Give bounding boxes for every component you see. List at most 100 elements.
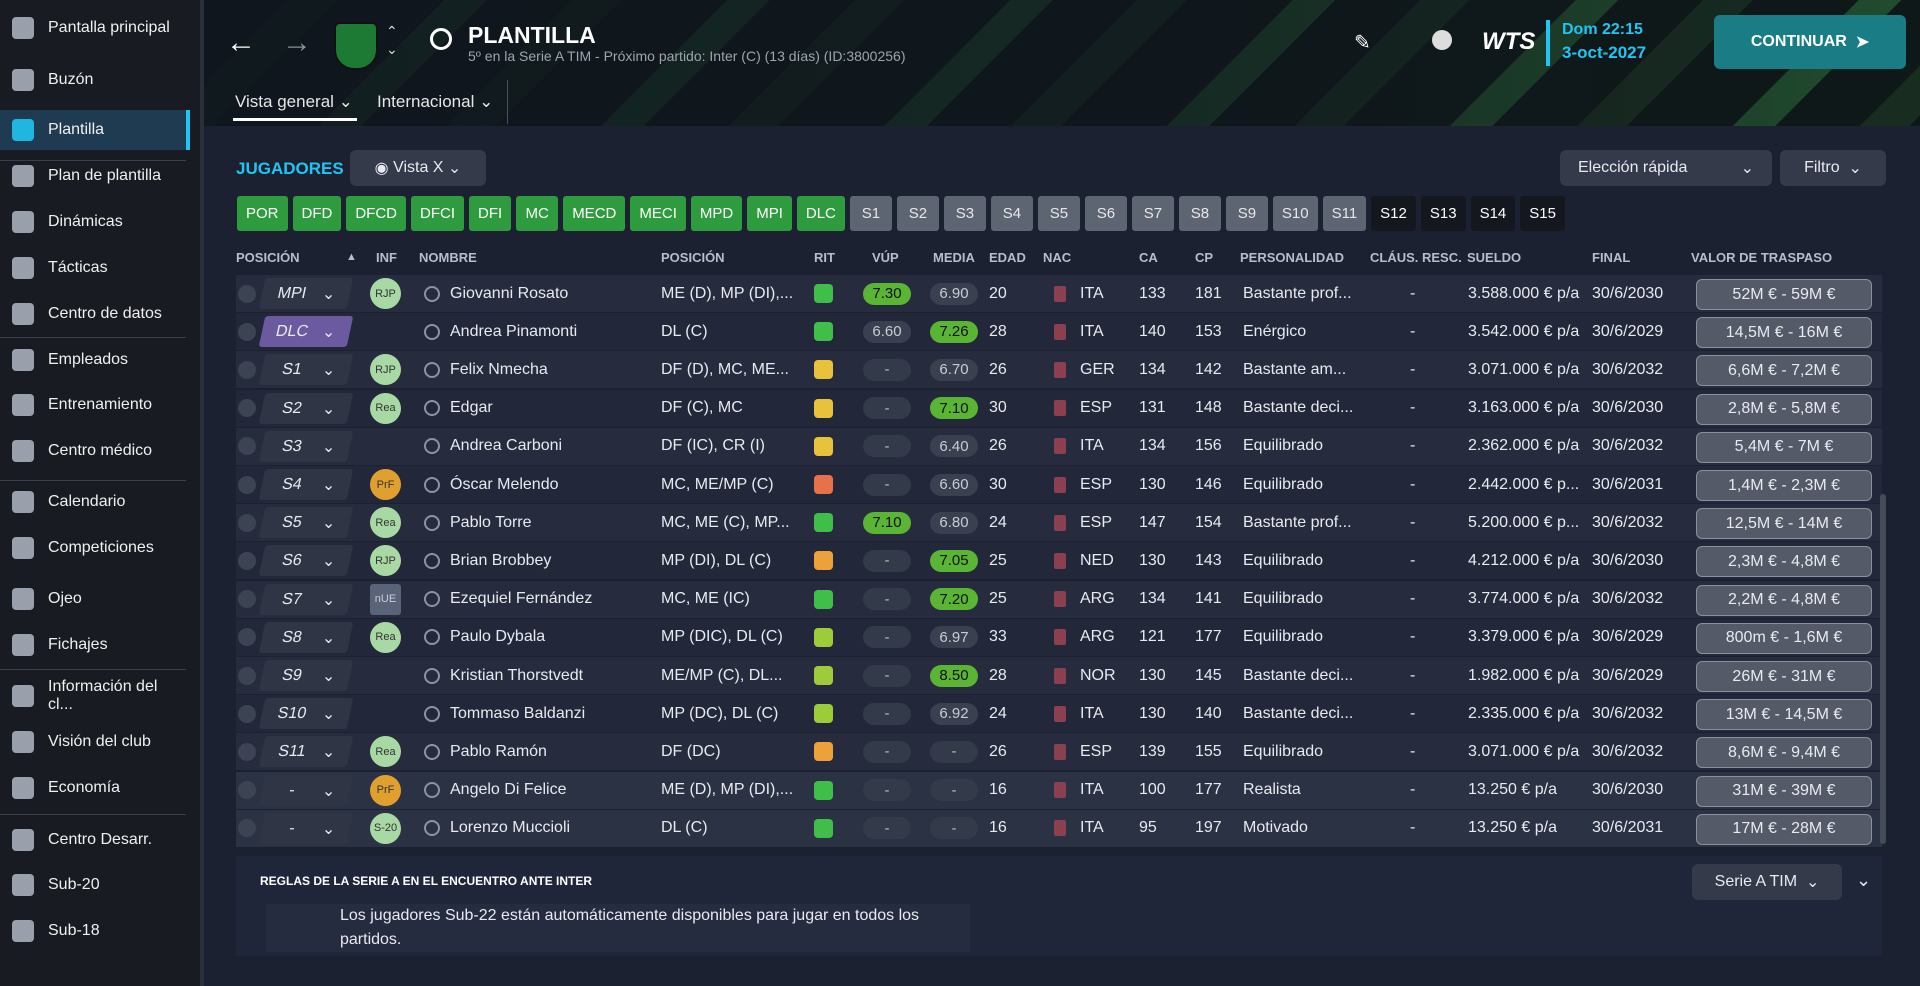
transfer-value[interactable]: 14,5M € - 16M € bbox=[1696, 317, 1872, 349]
nav-item[interactable]: Centro de datos bbox=[0, 294, 186, 334]
nav-item[interactable]: Fichajes bbox=[0, 625, 186, 665]
transfer-value[interactable]: 2,3M € - 4,8M € bbox=[1696, 546, 1872, 578]
transfer-value[interactable]: 12,5M € - 14M € bbox=[1696, 508, 1872, 540]
collapse-icon[interactable]: ⌄ bbox=[1856, 870, 1872, 890]
column-header[interactable]: VÚP bbox=[872, 250, 899, 265]
select-toggle[interactable] bbox=[238, 513, 256, 532]
select-toggle[interactable] bbox=[238, 781, 256, 800]
position-chip[interactable]: DFD bbox=[292, 196, 342, 231]
position-chip[interactable]: DFI bbox=[469, 196, 512, 231]
slot-select[interactable]: S11 ⌄ bbox=[258, 736, 354, 768]
select-toggle[interactable] bbox=[238, 284, 256, 303]
nav-item[interactable]: Ojeo bbox=[0, 579, 186, 619]
position-chip[interactable]: S9 bbox=[1225, 196, 1268, 231]
position-chip[interactable]: POR bbox=[237, 196, 288, 231]
position-chip[interactable]: DFCI bbox=[411, 196, 465, 231]
position-chip[interactable]: S13 bbox=[1420, 196, 1466, 231]
nav-item[interactable]: Centro médico bbox=[0, 431, 186, 471]
position-chip[interactable]: S12 bbox=[1371, 196, 1416, 231]
competition-select[interactable]: Serie A TIM ⌄ bbox=[1692, 864, 1842, 900]
transfer-value[interactable]: 800m € - 1,6M € bbox=[1696, 622, 1872, 654]
club-crest[interactable] bbox=[334, 22, 378, 70]
search-icon[interactable] bbox=[430, 28, 452, 50]
slot-select[interactable]: S2 ⌄ bbox=[258, 392, 354, 424]
player-name[interactable]: Pablo Torre bbox=[450, 513, 532, 531]
column-header[interactable]: INF bbox=[376, 250, 397, 265]
select-toggle[interactable] bbox=[238, 704, 256, 723]
position-chip[interactable]: MPI bbox=[747, 196, 792, 231]
select-toggle[interactable] bbox=[238, 551, 256, 570]
select-toggle[interactable] bbox=[238, 437, 256, 456]
player-row[interactable]: DLC ⌄ Andrea Pinamonti DL (C) 6.60 7.26 28 ITA 1… bbox=[236, 313, 1882, 351]
column-header[interactable]: NAC bbox=[1043, 250, 1072, 265]
select-toggle[interactable] bbox=[238, 742, 256, 761]
slot-select[interactable]: S9 ⌄ bbox=[258, 660, 354, 691]
slot-select[interactable]: S7 ⌄ bbox=[258, 583, 354, 615]
position-chip[interactable]: S14 bbox=[1470, 196, 1516, 231]
ball-icon[interactable] bbox=[1432, 30, 1452, 50]
position-chip[interactable]: MECI bbox=[630, 196, 686, 231]
column-header[interactable]: FINAL bbox=[1592, 250, 1631, 265]
player-name[interactable]: Andrea Pinamonti bbox=[450, 322, 578, 340]
select-toggle[interactable] bbox=[238, 628, 256, 647]
slot-select[interactable]: MPI ⌄ bbox=[258, 278, 354, 309]
column-header[interactable]: CP bbox=[1195, 250, 1214, 265]
position-chip[interactable]: S4 bbox=[990, 196, 1033, 231]
column-header[interactable]: CA bbox=[1139, 250, 1158, 265]
slot-select[interactable]: S1 ⌄ bbox=[258, 354, 354, 386]
nav-item[interactable]: Dinámicas bbox=[0, 202, 186, 242]
tab[interactable]: Vista general ⌄ bbox=[235, 92, 353, 111]
player-row[interactable]: S4 ⌄ PrF Óscar Melendo MC, ME/MP (C) -6.60 30 E… bbox=[236, 466, 1882, 503]
slot-select[interactable]: S3 ⌄ bbox=[258, 430, 354, 462]
column-header[interactable]: RIT bbox=[814, 250, 835, 265]
column-header[interactable]: PERSONALIDAD bbox=[1240, 250, 1345, 265]
transfer-value[interactable]: 26M € - 31M € bbox=[1696, 661, 1872, 692]
slot-select[interactable]: - ⌄ bbox=[258, 812, 354, 844]
player-row[interactable]: S3 ⌄ Andrea Carboni DF (IC), CR (I) -6.40 26 I… bbox=[236, 427, 1882, 465]
transfer-value[interactable]: 13M € - 14,5M € bbox=[1696, 699, 1872, 731]
player-name[interactable]: Lorenzo Muccioli bbox=[450, 819, 571, 837]
player-name[interactable]: Tommaso Baldanzi bbox=[450, 704, 586, 722]
sort-arrow[interactable]: ▲ bbox=[346, 251, 357, 263]
transfer-value[interactable]: 1,4M € - 2,3M € bbox=[1696, 470, 1872, 501]
edit-icon[interactable]: ✎ bbox=[1354, 32, 1371, 54]
player-row[interactable]: - ⌄ PrF Angelo Di Felice ME (D), MP (DI),...… bbox=[236, 771, 1882, 809]
slot-select[interactable]: S5 ⌄ bbox=[258, 507, 354, 539]
player-name[interactable]: Giovanni Rosato bbox=[450, 284, 569, 302]
scrollbar[interactable] bbox=[1880, 494, 1886, 844]
player-row[interactable]: S9 ⌄ Kristian Thorstvedt ME/MP (C), DL... -8… bbox=[236, 657, 1882, 694]
nav-item[interactable]: Sub-20 bbox=[0, 865, 186, 905]
nav-item[interactable]: Plantilla bbox=[0, 110, 190, 150]
position-chip[interactable]: MPD bbox=[690, 196, 743, 231]
transfer-value[interactable]: 2,8M € - 5,8M € bbox=[1696, 393, 1872, 425]
position-chip[interactable]: S15 bbox=[1520, 196, 1565, 231]
position-chip[interactable]: MC bbox=[516, 196, 559, 231]
slot-select[interactable]: - ⌄ bbox=[258, 774, 354, 806]
player-row[interactable]: MPI ⌄ RJP Giovanni Rosato ME (D), MP (DI),..… bbox=[236, 275, 1882, 312]
nav-item[interactable]: Economía bbox=[0, 768, 186, 808]
position-chip[interactable]: S11 bbox=[1322, 196, 1367, 231]
select-toggle[interactable] bbox=[238, 666, 256, 685]
player-name[interactable]: Brian Brobbey bbox=[450, 551, 552, 569]
continue-button[interactable]: CONTINUAR ➤ bbox=[1714, 15, 1906, 69]
nav-item[interactable]: Plan de plantilla bbox=[0, 156, 186, 196]
column-header[interactable]: MEDIA bbox=[933, 250, 975, 265]
position-chip[interactable]: S10 bbox=[1272, 196, 1318, 231]
slot-select[interactable]: DLC ⌄ bbox=[258, 316, 354, 348]
column-header[interactable]: CLÁUS. RESC. bbox=[1370, 250, 1462, 265]
select-toggle[interactable] bbox=[238, 399, 256, 418]
player-row[interactable]: S11 ⌄ Rea Pablo Ramón DF (DC) - -26 ESP 139 155 Eq… bbox=[236, 733, 1882, 771]
player-name[interactable]: Ezequiel Fernández bbox=[450, 590, 593, 608]
player-name[interactable]: Andrea Carboni bbox=[450, 437, 563, 455]
transfer-value[interactable]: 17M € - 28M € bbox=[1696, 813, 1872, 845]
position-chip[interactable]: S8 bbox=[1178, 196, 1221, 231]
back-button[interactable]: ← bbox=[226, 26, 256, 59]
nav-item[interactable]: Centro Desarr. bbox=[0, 820, 186, 860]
nav-item[interactable]: Buzón bbox=[0, 60, 186, 100]
quick-select[interactable]: Elección rápida ⌄ bbox=[1560, 150, 1772, 186]
column-header[interactable]: POSICIÓN bbox=[661, 250, 725, 265]
position-chip[interactable]: DFCD bbox=[346, 196, 407, 231]
select-toggle[interactable] bbox=[238, 360, 256, 379]
slot-select[interactable]: S8 ⌄ bbox=[258, 621, 354, 653]
column-header[interactable]: EDAD bbox=[989, 250, 1026, 265]
